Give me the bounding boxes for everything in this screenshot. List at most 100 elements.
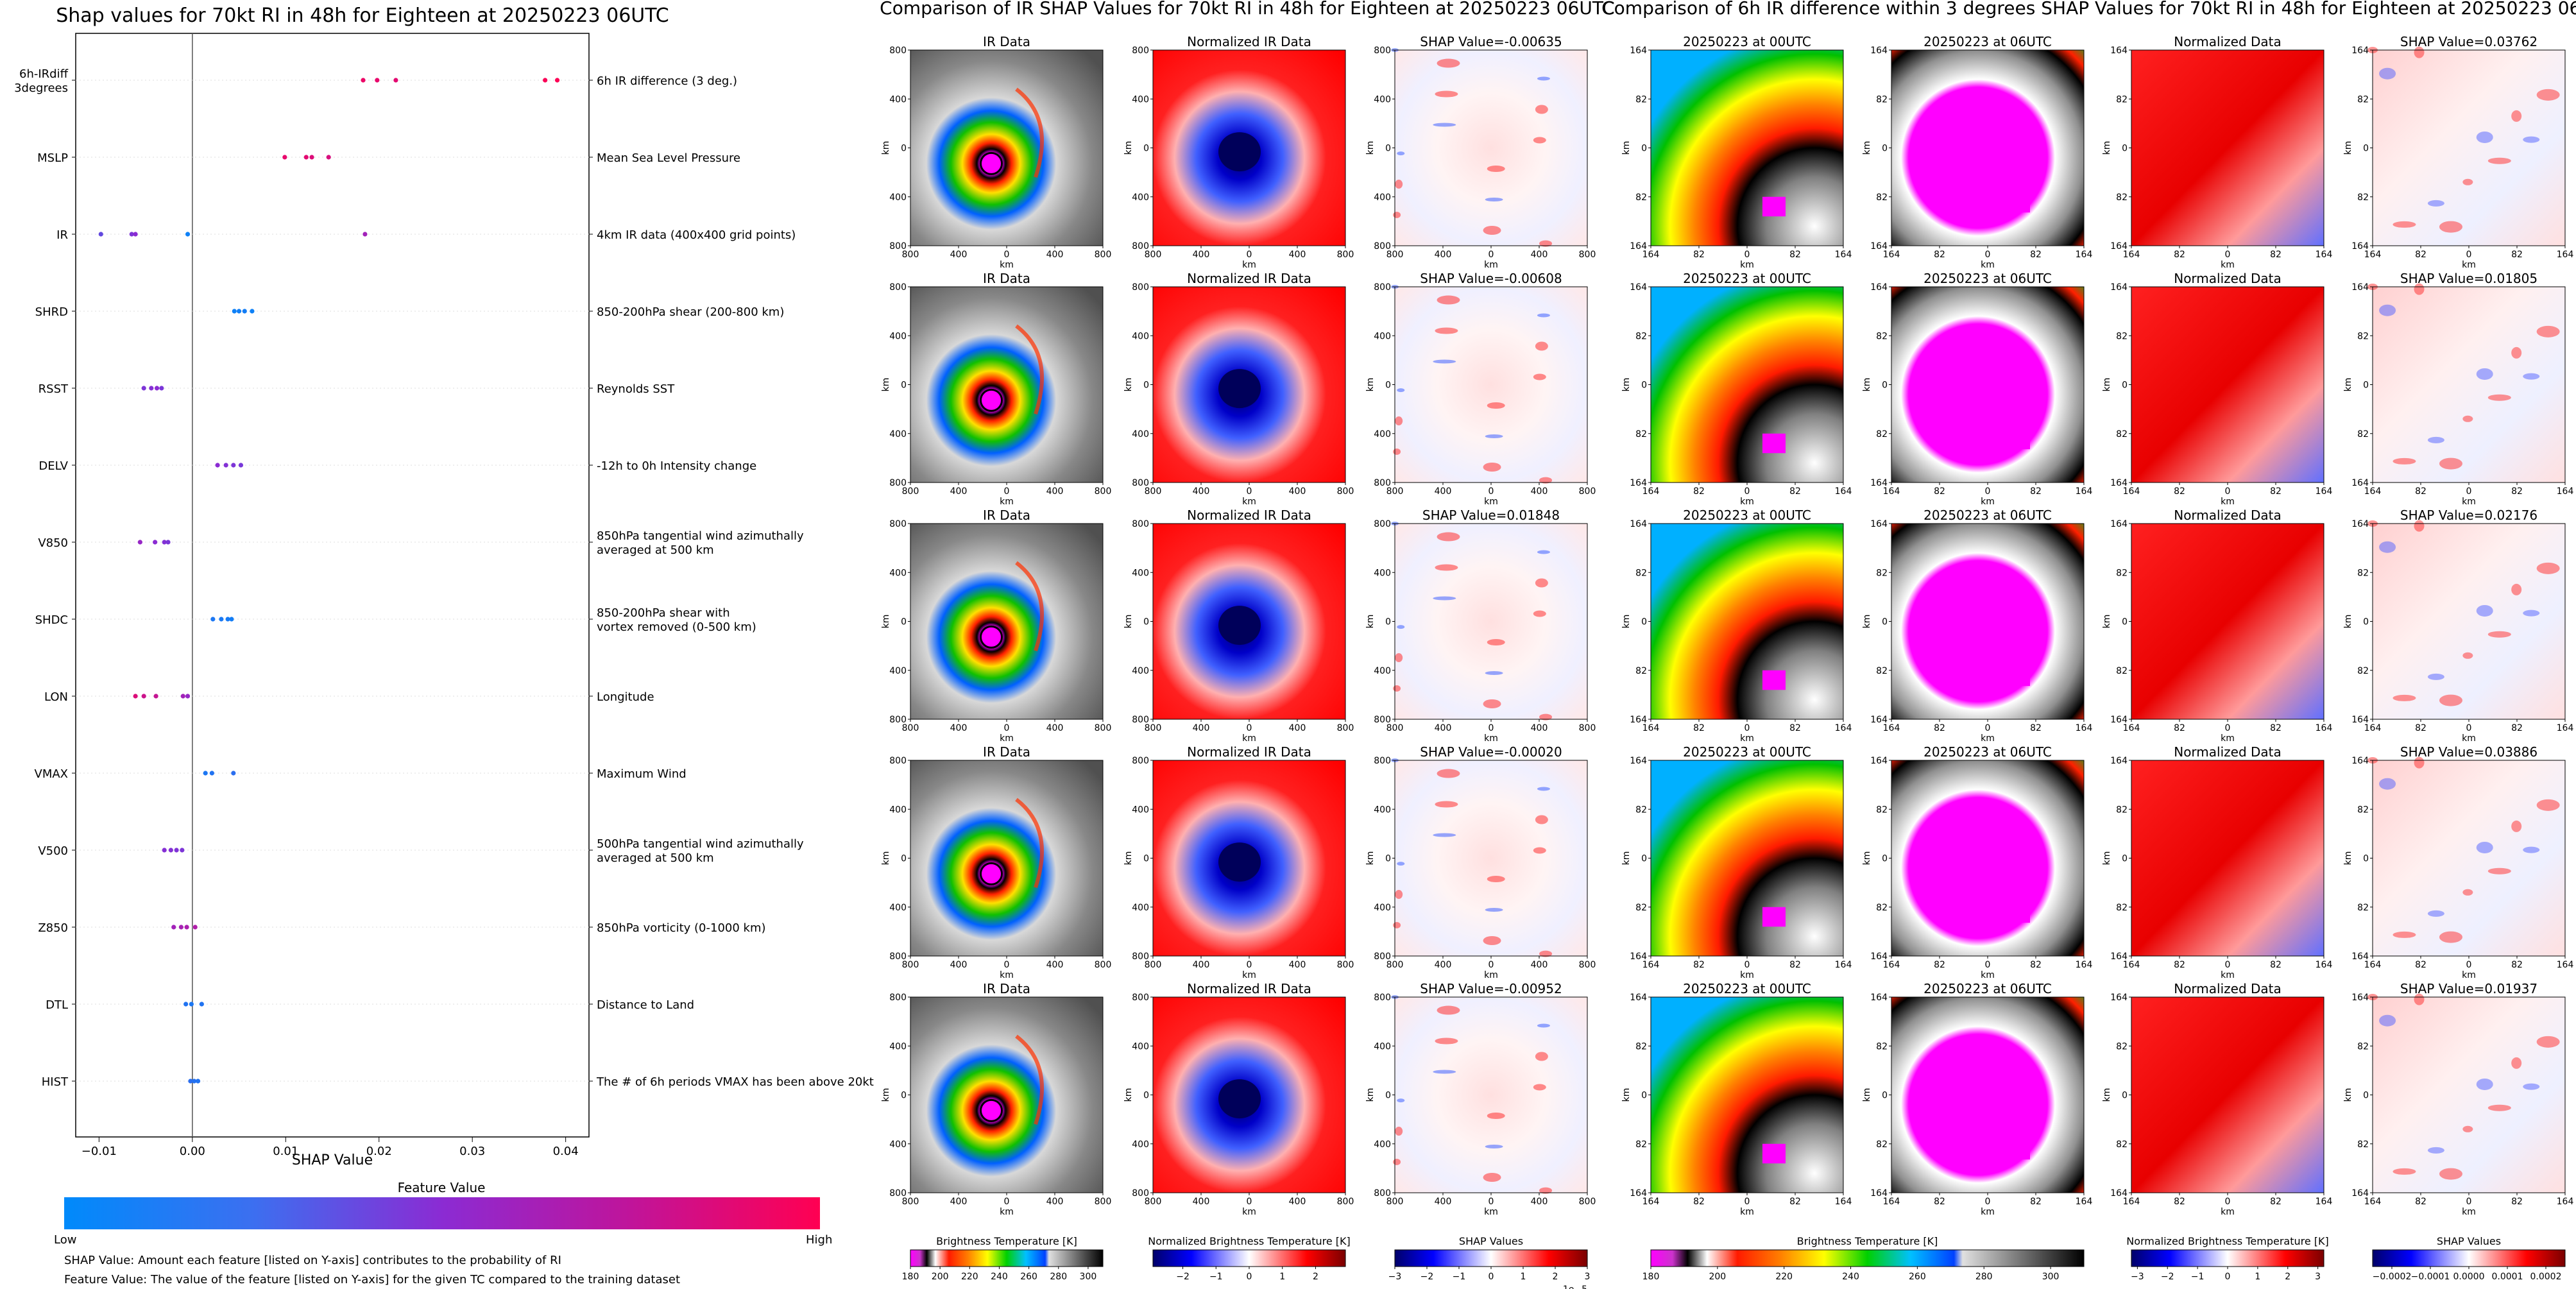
eye-core <box>1218 606 1261 645</box>
y-tick-label: 800 <box>1374 756 1391 766</box>
colorbar-label: Normalized Brightness Temperature [K] <box>1148 1235 1351 1247</box>
shap-blob <box>1433 1070 1456 1074</box>
y-axis-label: km <box>1365 1088 1376 1102</box>
x-tick-label: 164 <box>1642 250 1660 260</box>
x-tick-label: 82 <box>2270 486 2282 497</box>
shap-blob <box>2427 1147 2444 1154</box>
y-tick-label: 0 <box>2363 380 2369 391</box>
feature-name-label: V500 <box>38 844 68 858</box>
x-axis-label: km <box>1484 1207 1498 1217</box>
x-tick-label: 800 <box>1095 1197 1112 1207</box>
y-tick-label: 800 <box>889 282 907 293</box>
panel-image <box>1651 760 1843 956</box>
y-axis-label: km <box>1365 141 1376 155</box>
y-tick-label: 82 <box>1635 568 1647 578</box>
ir-comparison-section: Comparison of IR SHAP Values for 70kt RI… <box>880 0 1615 1289</box>
x-tick-label: 0 <box>1488 1197 1494 1207</box>
y-tick-label: 400 <box>889 1041 907 1052</box>
colorbar-tick-label: 2 <box>1313 1272 1318 1282</box>
shap-blob <box>1539 713 1553 721</box>
x-tick-label: 800 <box>1579 1197 1596 1207</box>
panel-image <box>910 760 1103 956</box>
y-tick-label: 400 <box>889 331 907 341</box>
feature-description-label: 850-200hPa shear with <box>597 606 730 620</box>
shap-blob <box>2439 694 2462 706</box>
eye-core <box>1218 132 1261 172</box>
feature-value-colorbar <box>64 1197 820 1229</box>
y-tick-label: 0 <box>1385 854 1391 864</box>
y-tick-label: 164 <box>2110 241 2128 252</box>
shap-summary-plot: Shap values for 70kt RI in 48h for Eight… <box>14 4 874 1286</box>
x-tick-label: 400 <box>1531 723 1548 733</box>
y-tick-label: 800 <box>1132 46 1149 56</box>
y-tick-label: 0 <box>2122 854 2128 864</box>
y-tick-label: 0 <box>1143 144 1149 154</box>
feature-name-label: Z850 <box>38 921 68 935</box>
shap-blob <box>1533 373 1546 380</box>
y-tick-label: 0 <box>1385 1091 1391 1101</box>
panel-title: Normalized Data <box>2174 981 2282 996</box>
shap-blob <box>2379 304 2396 316</box>
panel-image <box>2373 50 2565 246</box>
y-tick-label: 800 <box>1374 952 1391 962</box>
x-tick-label: 0 <box>1488 723 1494 733</box>
y-tick-label: 800 <box>1132 519 1149 529</box>
cloud-cluster <box>1762 433 1786 454</box>
colorbar: Normalized Brightness Temperature [K] −3 −… <box>2126 1235 2329 1282</box>
x-tick-label: 0 <box>1985 1197 1991 1207</box>
x-tick-label: 164 <box>2123 250 2140 260</box>
y-tick-label: 800 <box>1132 282 1149 293</box>
y-tick-label: 800 <box>1374 519 1391 529</box>
y-axis-label: km <box>2343 615 2353 629</box>
panel-image <box>910 50 1103 246</box>
y-tick-label: 164 <box>1870 241 1888 252</box>
shap-point <box>250 309 255 314</box>
x-tick-label: 164 <box>1835 960 1852 970</box>
y-axis-label: km <box>1862 1088 1872 1102</box>
y-tick-label: 0 <box>1641 854 1647 864</box>
x-tick-label: 800 <box>1337 723 1354 733</box>
x-tick-label: 164 <box>1883 1197 1900 1207</box>
x-tick-label: 400 <box>1531 250 1548 260</box>
shap-blob <box>2414 993 2425 1005</box>
shap-blob <box>1487 402 1505 409</box>
shap-point <box>238 463 244 468</box>
shap-blob <box>2462 1125 2473 1132</box>
y-axis-label: km <box>1862 378 1872 392</box>
x-tick-label: 400 <box>1289 723 1306 733</box>
y-tick-label: 82 <box>1876 192 1888 203</box>
x-tick-label: 0 <box>2466 486 2472 497</box>
x-tick-label: 800 <box>1579 250 1596 260</box>
y-tick-label: 164 <box>2110 715 2128 725</box>
x-tick-label: 82 <box>1934 486 1945 497</box>
shap-blob <box>1435 801 1458 808</box>
y-tick-label: 800 <box>1132 478 1149 488</box>
panel-image <box>1395 287 1587 482</box>
x-axis-label: km <box>2462 970 2476 980</box>
shap-point <box>232 309 237 314</box>
shap-point <box>129 232 134 237</box>
y-tick-label: 164 <box>2110 519 2128 529</box>
y-tick-label: 164 <box>1870 46 1888 56</box>
colorbar-tick-label: 200 <box>1709 1272 1726 1282</box>
x-tick-label: 800 <box>1095 250 1112 260</box>
x-tick-label: 164 <box>1642 1197 1660 1207</box>
colorbar-tick-label: 0 <box>1247 1272 1252 1282</box>
x-tick-label: 82 <box>2174 960 2185 970</box>
y-tick-label: 82 <box>2357 331 2369 341</box>
x-tick-label: 82 <box>1789 486 1801 497</box>
y-tick-label: 164 <box>1870 756 1888 766</box>
shap-point <box>195 1079 201 1084</box>
x-tick-label: 0 <box>1985 250 1991 260</box>
x-axis-label: km <box>2221 1207 2235 1217</box>
y-tick-label: 164 <box>2351 1188 2369 1199</box>
y-tick-label: 400 <box>1132 1041 1149 1052</box>
y-axis-label: km <box>2102 615 2112 629</box>
colorbar-gradient <box>1650 1249 2085 1267</box>
y-tick-label: 0 <box>1641 617 1647 627</box>
shap-blob <box>1537 787 1550 791</box>
x-tick-label: 0 <box>2225 1197 2231 1207</box>
